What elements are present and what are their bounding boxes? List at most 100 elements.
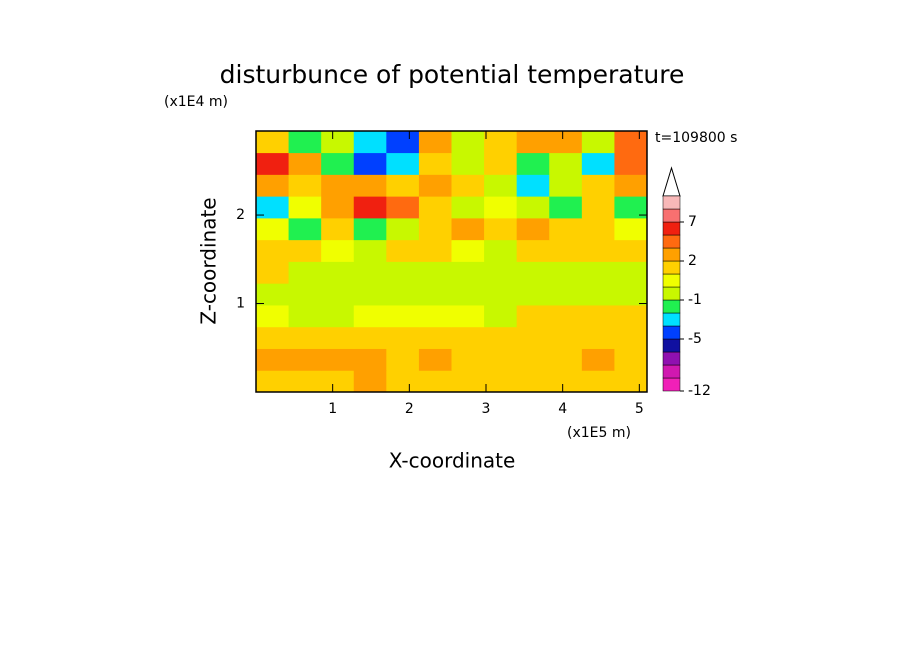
contour-cell: [581, 130, 615, 154]
contour-cell: [386, 217, 420, 241]
contour-cell: [256, 370, 290, 393]
contour-cell: [451, 348, 485, 371]
x-axis-label: X-coordinate: [389, 449, 516, 473]
contour-cell: [353, 152, 387, 175]
contour-cell: [451, 261, 485, 284]
contour-cell: [256, 326, 290, 349]
contour-cell: [288, 130, 322, 154]
colorbar-overflow: [662, 166, 681, 197]
contour-cell: [288, 283, 322, 306]
contour-cell: [353, 217, 387, 241]
contour-cell: [256, 174, 290, 197]
contour-cell: [549, 217, 583, 241]
contour-cell: [549, 196, 583, 219]
contour-cell: [549, 348, 583, 371]
contour-cell: [386, 370, 420, 393]
contour-cell: [353, 174, 387, 197]
colorbar-bin: [662, 299, 681, 314]
contour-cell: [614, 130, 648, 154]
contour-cell: [516, 152, 550, 175]
contour-cell: [321, 174, 355, 197]
contour-cell: [484, 152, 518, 175]
y-tick-label: 1: [236, 296, 245, 312]
contour-cell: [484, 348, 518, 371]
colorbar: -12-5-127: [662, 195, 711, 399]
contour-cell: [386, 283, 420, 306]
colorbar-tick-label: -5: [688, 331, 702, 347]
contour-cell: [386, 130, 420, 154]
colorbar-bin: [662, 312, 681, 327]
contour-cell: [353, 261, 387, 284]
contour-cell: [256, 348, 290, 371]
contour-cell: [484, 239, 518, 262]
contour-cell: [353, 130, 387, 154]
contour-cell: [386, 196, 420, 219]
contour-cell: [418, 239, 452, 262]
contour-cell: [288, 239, 322, 262]
contour-cell: [288, 370, 322, 393]
contour-cell: [353, 283, 387, 306]
contour-cell: [581, 152, 615, 175]
contour-cell: [288, 326, 322, 349]
colorbar-bin: [662, 377, 681, 392]
contour-cell: [581, 326, 615, 349]
contour-cell: [418, 217, 452, 241]
contour-cell: [484, 304, 518, 328]
contour-cell: [516, 370, 550, 393]
contour-cell: [516, 326, 550, 349]
contour-cell: [256, 196, 290, 219]
contour-cell: [451, 174, 485, 197]
contour-cell: [418, 283, 452, 306]
colorbar-bin: [662, 364, 681, 379]
contour-cell: [451, 217, 485, 241]
contour-cell: [288, 174, 322, 197]
colorbar-tick-label: -1: [688, 292, 702, 308]
colorbar-bin: [662, 234, 681, 249]
contour-cell: [451, 304, 485, 328]
contour-cell: [321, 370, 355, 393]
x-tick-label: 2: [405, 401, 414, 417]
contour-cell: [288, 261, 322, 284]
axes: 1 2 3 4 5 1 2: [236, 130, 648, 417]
contour-cell: [321, 152, 355, 175]
contour-cell: [516, 283, 550, 306]
contour-cell: [256, 130, 290, 154]
contour-cell: [321, 196, 355, 219]
contour-cell: [386, 304, 420, 328]
contour-cell: [418, 130, 452, 154]
contour-cell: [614, 348, 648, 371]
contour-cell: [386, 239, 420, 262]
contour-cell: [581, 217, 615, 241]
colorbar-bin: [662, 286, 681, 301]
contour-cell: [581, 348, 615, 371]
contour-cell: [288, 196, 322, 219]
contour-cell: [256, 304, 290, 328]
time-label: t=109800 s: [655, 130, 737, 146]
contour-cell: [516, 304, 550, 328]
contour-cell: [581, 283, 615, 306]
contour-cell: [614, 261, 648, 284]
colorbar-bin: [662, 325, 681, 340]
x-tick-label: 1: [328, 401, 337, 417]
contour-cell: [353, 348, 387, 371]
colorbar-bin: [662, 273, 681, 288]
colorbar-bin: [662, 195, 681, 210]
contour-cell: [581, 196, 615, 219]
contour-cell: [418, 348, 452, 371]
contour-cell: [451, 130, 485, 154]
contour-cell: [484, 261, 518, 284]
contour-cell: [484, 196, 518, 219]
x-tick-label: 5: [635, 401, 644, 417]
contour-cell: [418, 326, 452, 349]
contour-cell: [353, 370, 387, 393]
contour-cell: [581, 304, 615, 328]
contour-cell: [288, 152, 322, 175]
contour-cell: [549, 326, 583, 349]
contour-cell: [581, 239, 615, 262]
y-unit: (x1E4 m): [164, 94, 228, 110]
contour-cell: [549, 261, 583, 284]
contour-cell: [353, 326, 387, 349]
contour-cell: [353, 304, 387, 328]
contour-cell: [549, 174, 583, 197]
